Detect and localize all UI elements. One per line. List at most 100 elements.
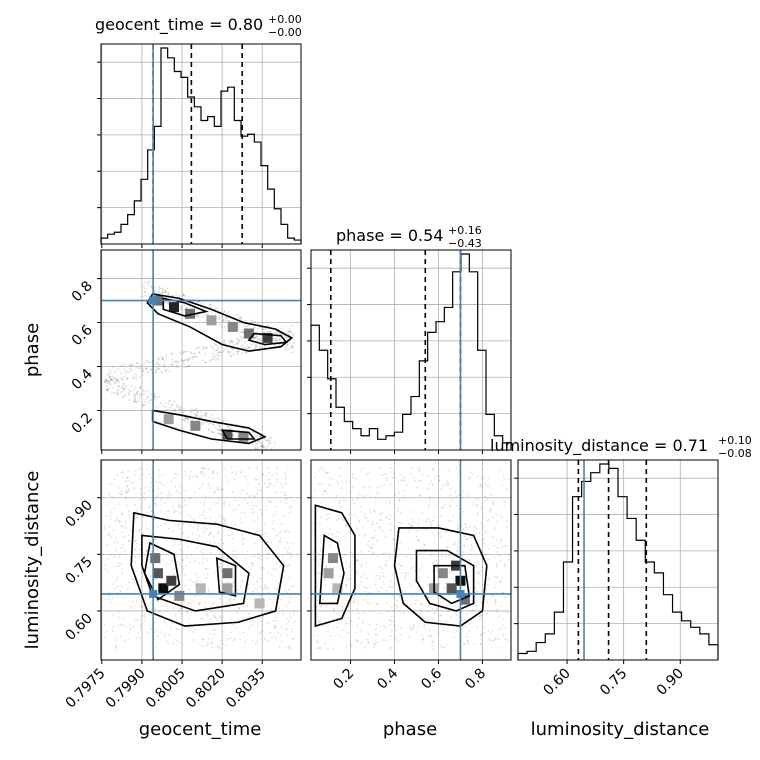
scatter-point <box>407 572 409 574</box>
scatter-point <box>200 302 203 305</box>
scatter-point <box>179 409 182 412</box>
scatter-point <box>159 292 161 295</box>
density-cell <box>254 598 265 609</box>
density-cell <box>158 583 169 594</box>
scatter-point <box>198 602 201 605</box>
scatter-point <box>241 539 244 541</box>
scatter-point <box>146 396 149 399</box>
scatter-point <box>126 480 129 482</box>
scatter-point <box>441 487 444 490</box>
scatter-point <box>178 294 181 297</box>
scatter-point <box>260 586 263 589</box>
scatter-point <box>389 619 391 621</box>
scatter-point <box>162 559 165 562</box>
scatter-point <box>216 346 219 349</box>
scatter-point <box>340 607 343 610</box>
density-cell <box>185 308 196 319</box>
scatter-point <box>121 477 123 479</box>
scatter-point <box>494 583 497 585</box>
scatter-point <box>150 398 153 401</box>
scatter-point <box>424 628 427 630</box>
scatter-point <box>320 501 323 504</box>
scatter-point <box>203 526 206 528</box>
scatter-point <box>496 611 499 613</box>
scatter-point <box>150 368 153 371</box>
scatter-point <box>145 527 148 530</box>
scatter-point <box>274 624 276 626</box>
scatter-point <box>120 377 122 380</box>
scatter-point <box>106 558 109 560</box>
scatter-point <box>251 640 254 642</box>
scatter-point <box>146 371 149 373</box>
scatter-point <box>139 386 142 389</box>
scatter-point <box>156 526 159 528</box>
scatter-point <box>500 577 503 580</box>
scatter-point <box>262 445 265 448</box>
scatter-point <box>157 475 160 478</box>
scatter-point <box>281 333 284 336</box>
scatter-point <box>374 583 377 586</box>
scatter-point <box>141 493 143 495</box>
scatter-point <box>218 351 221 354</box>
scatter-point <box>146 389 149 392</box>
scatter-point <box>176 361 178 364</box>
scatter-point <box>105 388 108 391</box>
scatter-point <box>284 494 287 497</box>
scatter-point <box>223 311 226 313</box>
scatter-point <box>379 566 382 569</box>
scatter-point <box>266 557 269 559</box>
scatter-point <box>420 603 423 605</box>
scatter-point <box>418 519 421 521</box>
scatter-point <box>278 607 281 610</box>
scatter-point <box>116 378 119 381</box>
scatter-point <box>186 610 189 613</box>
scatter-point <box>201 467 204 469</box>
scatter-point <box>382 624 385 627</box>
scatter-point <box>244 352 247 355</box>
scatter-point <box>271 514 274 517</box>
scatter-point <box>264 522 267 525</box>
scatter-point <box>480 485 483 488</box>
scatter-point <box>368 602 371 605</box>
scatter-point <box>410 627 413 630</box>
scatter-point <box>256 346 259 349</box>
scatter-point <box>323 554 326 557</box>
scatter-point <box>210 609 213 612</box>
scatter-point <box>432 482 434 485</box>
scatter-point <box>477 512 479 515</box>
scatter-point <box>203 467 206 470</box>
scatter-point <box>455 550 458 552</box>
scatter-point <box>286 343 288 346</box>
scatter-point <box>220 430 222 433</box>
scatter-point <box>150 393 153 395</box>
scatter-point <box>225 602 228 605</box>
scatter-point <box>117 562 120 565</box>
scatter-point <box>254 478 257 481</box>
scatter-point <box>287 564 289 567</box>
scatter-point <box>238 607 240 609</box>
scatter-point <box>443 484 445 487</box>
scatter-point <box>179 527 182 530</box>
scatter-point <box>125 527 127 530</box>
scatter-point <box>325 564 328 567</box>
scatter-point <box>229 351 232 353</box>
scatter-point <box>181 305 184 308</box>
scatter-point <box>205 541 208 544</box>
histogram-geocent_time <box>100 47 302 244</box>
scatter-point <box>483 538 486 540</box>
scatter-point <box>500 581 502 584</box>
scatter-point <box>210 310 213 313</box>
scatter-point <box>442 646 445 649</box>
scatter-point <box>449 616 452 619</box>
scatter-point <box>260 339 263 342</box>
scatter-point <box>326 604 328 607</box>
scatter-point <box>418 468 421 471</box>
scatter-point <box>232 341 234 343</box>
scatter-point <box>174 613 177 616</box>
scatter-point <box>241 352 243 355</box>
tick-label-x-phase: 0.4 <box>374 665 401 692</box>
scatter-point <box>254 337 256 340</box>
scatter-point <box>163 632 166 635</box>
scatter-point <box>257 435 259 437</box>
scatter-point <box>275 505 278 508</box>
